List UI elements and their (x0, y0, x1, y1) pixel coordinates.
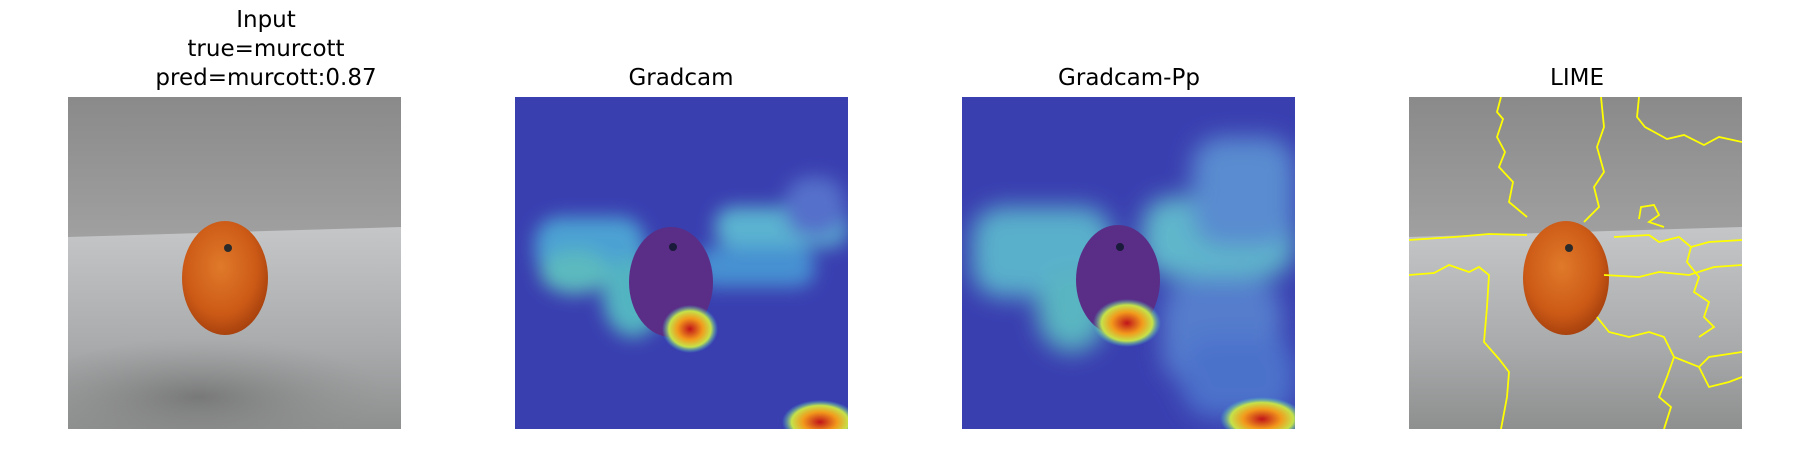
lime-panel-title: LIME (1367, 64, 1787, 93)
input-image (68, 97, 401, 429)
gradcam-pp-image (962, 97, 1295, 429)
title-line: pred=murcott:0.87 (155, 65, 377, 91)
title-line: Gradcam-Pp (1058, 65, 1200, 91)
lime-image (1409, 97, 1742, 429)
gradcam-image (515, 97, 848, 429)
title-line: Input (236, 7, 296, 33)
lime-superpixel-boundaries (1409, 97, 1742, 429)
title-line: true=murcott (187, 36, 345, 62)
title-line: LIME (1550, 65, 1604, 91)
title-line: Gradcam (628, 65, 734, 91)
gradcam-pp-panel-title: Gradcam-Pp (919, 64, 1339, 93)
gradcam-panel-title: Gradcam (471, 64, 891, 93)
input-panel-title: Input true=murcott pred=murcott:0.87 (56, 6, 476, 93)
